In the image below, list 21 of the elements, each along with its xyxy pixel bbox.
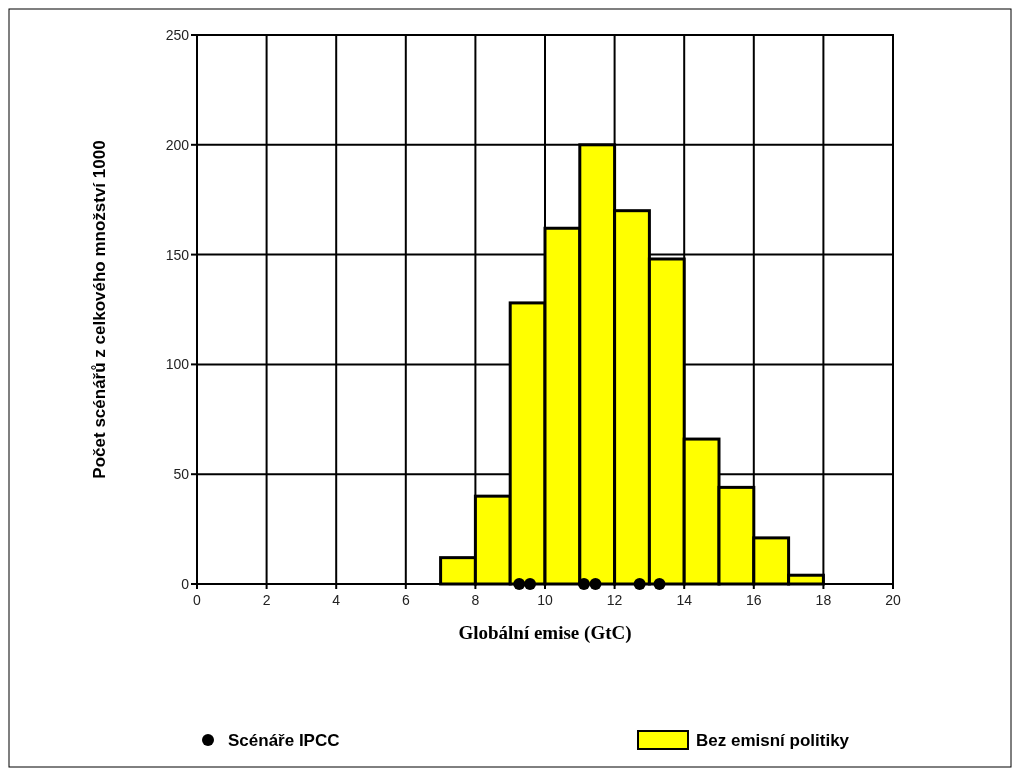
y-tick-label: 0 <box>181 575 190 592</box>
y-tick-label: 250 <box>165 26 190 43</box>
x-tick-label: 6 <box>401 592 410 608</box>
x-tick-label: 14 <box>676 592 693 608</box>
x-tick-label: 12 <box>606 592 623 608</box>
legend-label: Scénáře IPCC <box>228 730 340 750</box>
x-tick-label: 16 <box>746 592 762 608</box>
x-tick-label: 4 <box>332 592 341 608</box>
y-tick-label: 150 <box>165 246 190 263</box>
x-tick-label: 2 <box>262 592 271 608</box>
legend-label: Bez emisní politiky <box>696 730 850 750</box>
x-tick-label: 8 <box>471 592 480 608</box>
x-tick-label: 10 <box>537 592 553 608</box>
x-axis-title: Globální emise (GtC) <box>458 622 632 644</box>
x-tick-label: 0 <box>193 592 202 608</box>
x-tick-label: 20 <box>885 592 901 608</box>
y-tick-label: 200 <box>165 136 190 153</box>
y-axis-title: Počet scénářů z celkového množství 1000 <box>90 140 109 479</box>
y-tick-label: 100 <box>165 356 190 373</box>
y-tick-label: 50 <box>173 466 190 483</box>
x-tick-label: 18 <box>815 592 832 608</box>
